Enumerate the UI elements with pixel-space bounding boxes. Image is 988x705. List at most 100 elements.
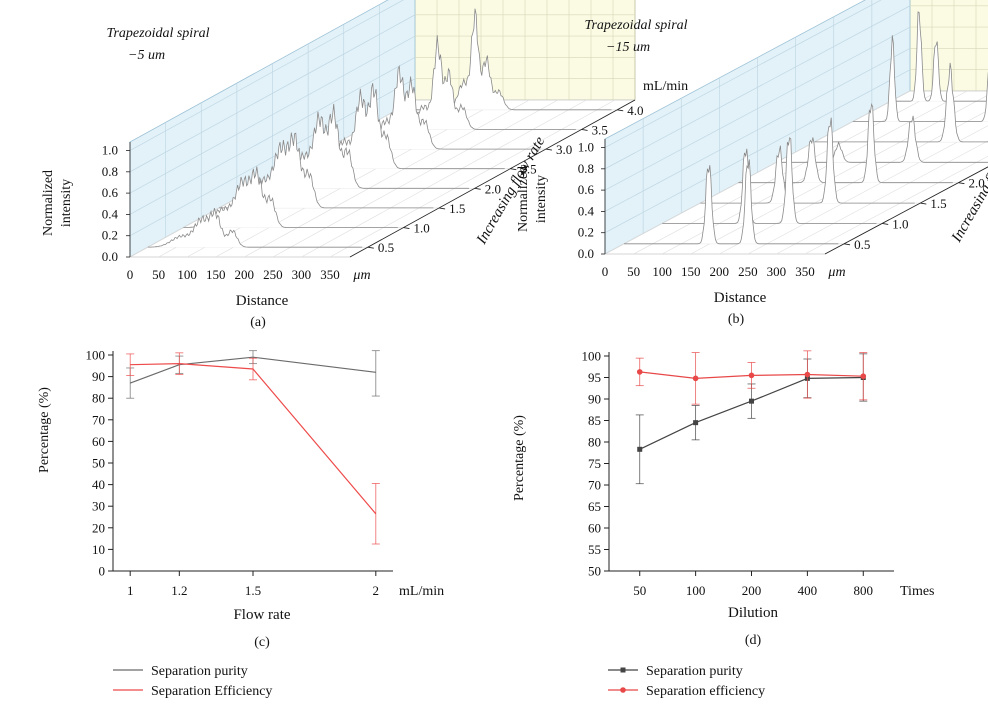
- panel-d-chart: 50 55 60 65 70 75 80 85 90 95 100 50 100 200 400 800 Tim…: [512, 349, 935, 700]
- panel-c-series-1: [126, 352, 380, 545]
- panel-d-ytick-label: 90: [588, 392, 601, 407]
- panel-d-point: [749, 398, 754, 404]
- panel-b-ztick-label: 2.0: [968, 176, 984, 191]
- panel-b-ytick-label: 0.8: [578, 161, 594, 176]
- panel-a-ztick: [474, 187, 481, 190]
- panel-b-xtick-label: 200: [710, 264, 730, 279]
- panel-d-point: [804, 371, 811, 378]
- panel-d-xtick-label: 50: [633, 583, 646, 598]
- panel-b-trace-flow-2: [738, 103, 953, 184]
- panel-b-trace-flow-0.5: [624, 159, 839, 245]
- panel-c-ytick-label: 30: [92, 499, 105, 514]
- panel-a-ztick: [403, 227, 410, 229]
- panel-d-point: [692, 375, 699, 382]
- panel-d-panel-label: (d): [745, 633, 762, 648]
- panel-a-trace-fill: [254, 103, 469, 189]
- panel-c-legend-label: Separation purity: [151, 664, 248, 679]
- panel-b-xlabel: Distance: [714, 290, 767, 306]
- panel-a-ztick-label: 2.0: [485, 181, 501, 196]
- panel-d-xtick-label: 800: [854, 583, 874, 598]
- panel-b-ztick-label: 1.0: [892, 216, 908, 231]
- panel-c-ytick-label: 40: [92, 477, 105, 492]
- panel-a-ytick-label: 1.0: [102, 143, 118, 158]
- panel-a-trace-flow-1: [183, 166, 398, 229]
- panel-b-trace-flow-1.5: [700, 117, 915, 204]
- panel-b-ylabel-line2: intensity: [534, 175, 549, 223]
- panel-b-ztick: [958, 182, 965, 185]
- panel-a-annotation-line1: Trapezoidal spiral: [106, 26, 209, 41]
- panel-c-ytick-label: 80: [92, 391, 105, 406]
- panel-d-xlabel: Dilution: [728, 605, 779, 621]
- panel-a-annotation-line2: −5 um: [128, 48, 165, 63]
- panel-b-trace-flow-3.5: [852, 35, 988, 122]
- panel-a-xtick-label: 100: [177, 267, 197, 282]
- panel-b-xtick-label: 350: [795, 264, 815, 279]
- panel-b-ztick: [920, 202, 927, 205]
- panel-c-legend-label: Separation Efficiency: [151, 684, 272, 699]
- panel-c-xlabel: Flow rate: [233, 607, 290, 623]
- panel-a-ztick: [367, 246, 374, 249]
- panel-a-xunit: μm: [352, 268, 370, 283]
- panel-b-annotation-line2: −15 um: [606, 40, 650, 55]
- panel-c-ytick-label: 10: [92, 542, 105, 557]
- panel-d-point: [693, 420, 699, 426]
- panel-b-trace-fill: [814, 62, 988, 142]
- panel-c-legend-entry-0: Separation purity: [113, 664, 248, 679]
- panel-b-xtick-label: 0: [602, 264, 609, 279]
- panel-a-zaxis: [349, 99, 636, 258]
- panel-a-trace-flow-0.5: [147, 207, 363, 248]
- panel-a-xlabel: Distance: [236, 293, 289, 309]
- panel-a-ztick: [510, 168, 517, 171]
- panel-b-ztick: [882, 223, 889, 225]
- panel-a-xtick-label: 50: [152, 267, 165, 282]
- panel-a-ytick-label: 0.8: [102, 164, 118, 179]
- panel-d-legend-label: Separation efficiency: [646, 684, 765, 699]
- panel-c-panel-label: (c): [254, 635, 270, 650]
- panel-a-ztick: [438, 207, 446, 210]
- panel-a-chart: 0.0 0.2 0.4 0.6 0.8 1.0 0 50 100 150 200 250 300 350 μ…: [41, 0, 688, 330]
- panel-c-xtick-label: 2: [373, 583, 380, 598]
- panel-c-ytick-label: 20: [92, 520, 105, 535]
- panel-b-ylabel-line1: Normalized: [516, 166, 531, 232]
- panel-a-trace-fill: [290, 83, 505, 169]
- panel-b-trace-flow-3: [814, 62, 988, 143]
- panel-a-ztick-label: 1.5: [449, 201, 465, 216]
- panel-d-xtick-label: 400: [798, 583, 818, 598]
- panel-d-point: [748, 372, 755, 379]
- panel-b-annotation-line1: Trapezoidal spiral: [584, 18, 687, 33]
- panel-a-floor-grid: [272, 99, 559, 258]
- panel-c-ytick-label: 50: [92, 456, 105, 471]
- panel-a-panel-label: (a): [250, 315, 266, 330]
- panel-a-floor-grid: [244, 99, 530, 258]
- panel-c-ytick-label: 70: [92, 412, 105, 427]
- panel-d-ytick-label: 55: [588, 542, 601, 557]
- panel-d-legend-marker: [620, 687, 626, 693]
- panel-d-ytick-label: 75: [588, 456, 601, 471]
- panel-b-trace-flow-4: [890, 11, 988, 102]
- panel-d-series-1: [635, 350, 868, 405]
- panel-d-ytick-label: 65: [588, 499, 601, 514]
- panel-a-ytick-label: 0.4: [102, 206, 119, 221]
- panel-b-chart: 0.0 0.2 0.4 0.6 0.8 1.0 0 50 100 150 200 250 300 350 μ…: [516, 0, 988, 327]
- panel-b-floor-grid: [747, 125, 988, 255]
- panel-a-trace-fill: [183, 166, 398, 228]
- panel-c-chart: 0 10 20 30 40 50 60 70 80 90 100 1 1.2 1.5 2 mL/min Perc…: [37, 348, 444, 700]
- panel-a-ztick-label: 1.0: [413, 221, 429, 236]
- panel-b-ytick-label: 0.2: [578, 225, 594, 240]
- panel-c-legend-entry-1: Separation Efficiency: [113, 684, 272, 699]
- panel-a-ylabel-line1: Normalized: [41, 170, 56, 236]
- panel-c-series-line: [130, 362, 377, 515]
- panel-b-ytick-label: 0.0: [578, 246, 594, 261]
- panel-c-ytick-label: 60: [92, 434, 105, 449]
- panel-d-legend-entry-1: Separation efficiency: [608, 684, 765, 699]
- panel-c-xtick-label: 1: [127, 583, 134, 598]
- panel-a-trace-fill: [219, 132, 434, 208]
- panel-d-legend-label: Separation purity: [646, 664, 743, 679]
- panel-a-ztick: [581, 129, 588, 131]
- panel-c-ylabel: Percentage (%): [37, 387, 52, 473]
- panel-d-ytick-label: 60: [588, 521, 601, 536]
- panel-a-xtick-label: 250: [263, 267, 283, 282]
- panel-c-xtick-label: 1.5: [245, 583, 261, 598]
- panel-d-legend-entry-0: Separation purity: [608, 664, 743, 679]
